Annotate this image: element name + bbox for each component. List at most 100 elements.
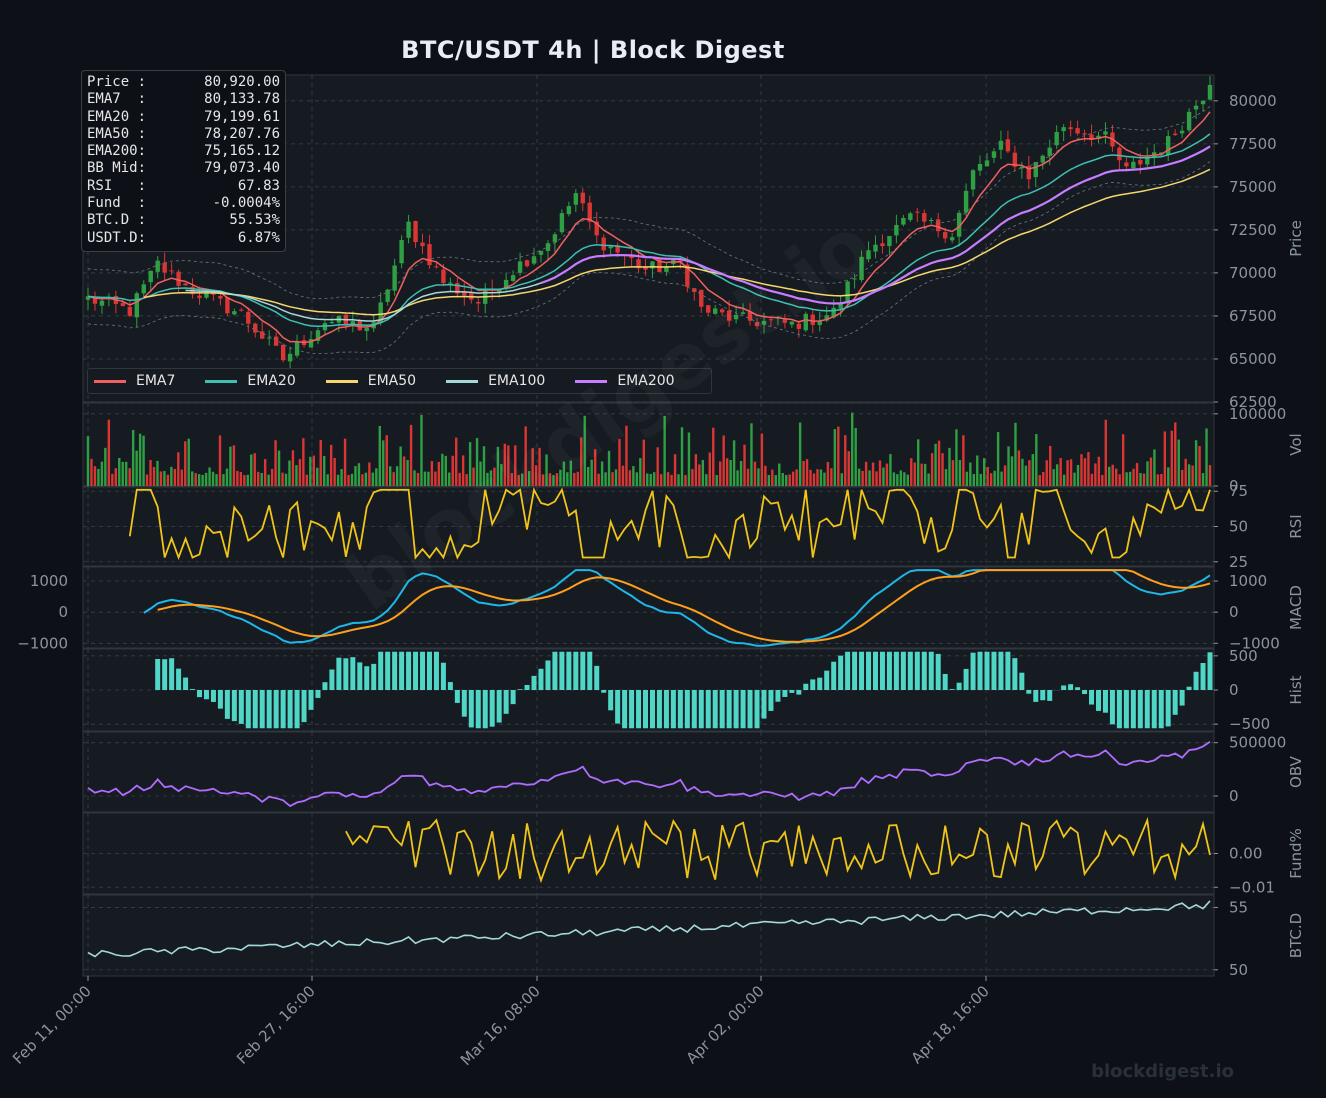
- volume-bar: [243, 475, 245, 486]
- volume-bar: [240, 472, 242, 486]
- candle-body: [1194, 106, 1198, 110]
- candle-body: [790, 322, 794, 325]
- histogram-bar: [615, 690, 620, 724]
- histogram-bar: [176, 669, 181, 690]
- volume-bar: [1105, 420, 1107, 486]
- volume-bar: [1077, 465, 1079, 486]
- volume-bar: [1164, 431, 1166, 486]
- volume-bar: [1160, 474, 1162, 486]
- histogram-bar: [343, 658, 348, 690]
- histogram-bar: [267, 690, 272, 728]
- volume-bar: [212, 472, 214, 486]
- histogram-bar: [197, 690, 202, 697]
- candle-body: [1138, 160, 1142, 164]
- volume-bar: [191, 471, 193, 486]
- x-tick-label: Apr 02, 00:00: [683, 982, 768, 1067]
- volume-bar: [552, 475, 554, 486]
- volume-bar: [681, 427, 683, 486]
- volume-bar: [511, 473, 513, 486]
- volume-bar: [365, 473, 367, 486]
- histogram-bar: [162, 659, 167, 690]
- volume-bar: [1167, 467, 1169, 486]
- info-row: Fund :-0.0004%: [87, 195, 280, 212]
- volume-bar: [830, 468, 832, 486]
- volume-bar: [674, 454, 676, 486]
- histogram-bar: [810, 679, 815, 690]
- volume-bar: [372, 473, 374, 486]
- y-tick-label: 0.00: [1229, 845, 1262, 863]
- histogram-bar: [364, 666, 369, 690]
- volume-bar: [927, 473, 929, 486]
- volume-bar: [1018, 450, 1020, 486]
- legend-item: EMA100: [446, 373, 545, 389]
- candle-body: [239, 310, 243, 311]
- volume-bar: [111, 474, 113, 486]
- volume-bar: [563, 462, 565, 486]
- volume-bar: [861, 471, 863, 486]
- candle-body: [413, 221, 417, 242]
- y-tick-label: 75: [1229, 482, 1248, 500]
- histogram-bar: [629, 690, 634, 728]
- histogram-bar: [1138, 690, 1143, 728]
- candle-body: [567, 206, 571, 214]
- volume-bar: [257, 472, 259, 486]
- volume-bar: [1136, 463, 1138, 486]
- volume-bar: [427, 472, 429, 486]
- volume-bar: [785, 475, 787, 486]
- volume-bar: [128, 468, 130, 486]
- volume-bar: [1007, 446, 1009, 486]
- volume-bar: [288, 461, 290, 486]
- volume-bar: [406, 460, 408, 486]
- candle-body: [1117, 148, 1121, 160]
- volume-bar: [184, 441, 186, 486]
- histogram-bar: [1110, 690, 1115, 724]
- volume-bar: [722, 435, 724, 486]
- histogram-bar: [789, 690, 794, 693]
- y-tick-label: 1000: [1229, 572, 1267, 590]
- volume-bar: [983, 458, 985, 486]
- volume-bar: [1115, 469, 1117, 486]
- candle-body: [971, 170, 975, 189]
- volume-bar: [1091, 474, 1093, 486]
- volume-bar: [340, 469, 342, 486]
- histogram-bar: [350, 657, 355, 690]
- volume-bar: [882, 468, 884, 486]
- volume-bar: [448, 473, 450, 486]
- volume-bar: [827, 462, 829, 486]
- histogram-bar: [427, 652, 432, 690]
- volume-bar: [1025, 466, 1027, 486]
- histogram-bar: [594, 666, 599, 690]
- histogram-bar: [803, 684, 808, 690]
- legend-item: EMA20: [205, 373, 295, 389]
- candle-body: [246, 312, 250, 324]
- volume-bar: [1146, 461, 1148, 486]
- candle-body: [734, 315, 738, 319]
- volume-bar: [146, 475, 148, 486]
- volume-bar: [1205, 428, 1207, 486]
- volume-bar: [570, 461, 572, 486]
- histogram-bar: [169, 658, 174, 690]
- volume-bar: [976, 455, 978, 486]
- candle-body: [985, 160, 989, 166]
- candle-body: [1187, 112, 1191, 130]
- volume-bar: [973, 474, 975, 486]
- volume-bar: [139, 434, 141, 486]
- info-value: 80,920.00: [204, 74, 280, 91]
- info-label: BTC.D :: [87, 212, 146, 229]
- volume-bar: [726, 458, 728, 486]
- volume-bar: [747, 469, 749, 486]
- histogram-bar: [406, 652, 411, 690]
- histogram-bar: [218, 690, 223, 709]
- histogram-bar: [371, 664, 376, 690]
- volume-bar: [170, 467, 172, 486]
- histogram-bar: [1005, 652, 1010, 690]
- legend-swatch: [94, 380, 126, 383]
- volume-bar: [1080, 454, 1082, 486]
- volume-bar: [778, 464, 780, 486]
- info-row: BB Mid:79,073.40: [87, 160, 280, 177]
- volume-bar: [233, 445, 235, 486]
- volume-bar: [462, 455, 464, 486]
- histogram-bar: [532, 676, 537, 690]
- histogram-bar: [782, 690, 787, 697]
- volume-bar: [740, 461, 742, 486]
